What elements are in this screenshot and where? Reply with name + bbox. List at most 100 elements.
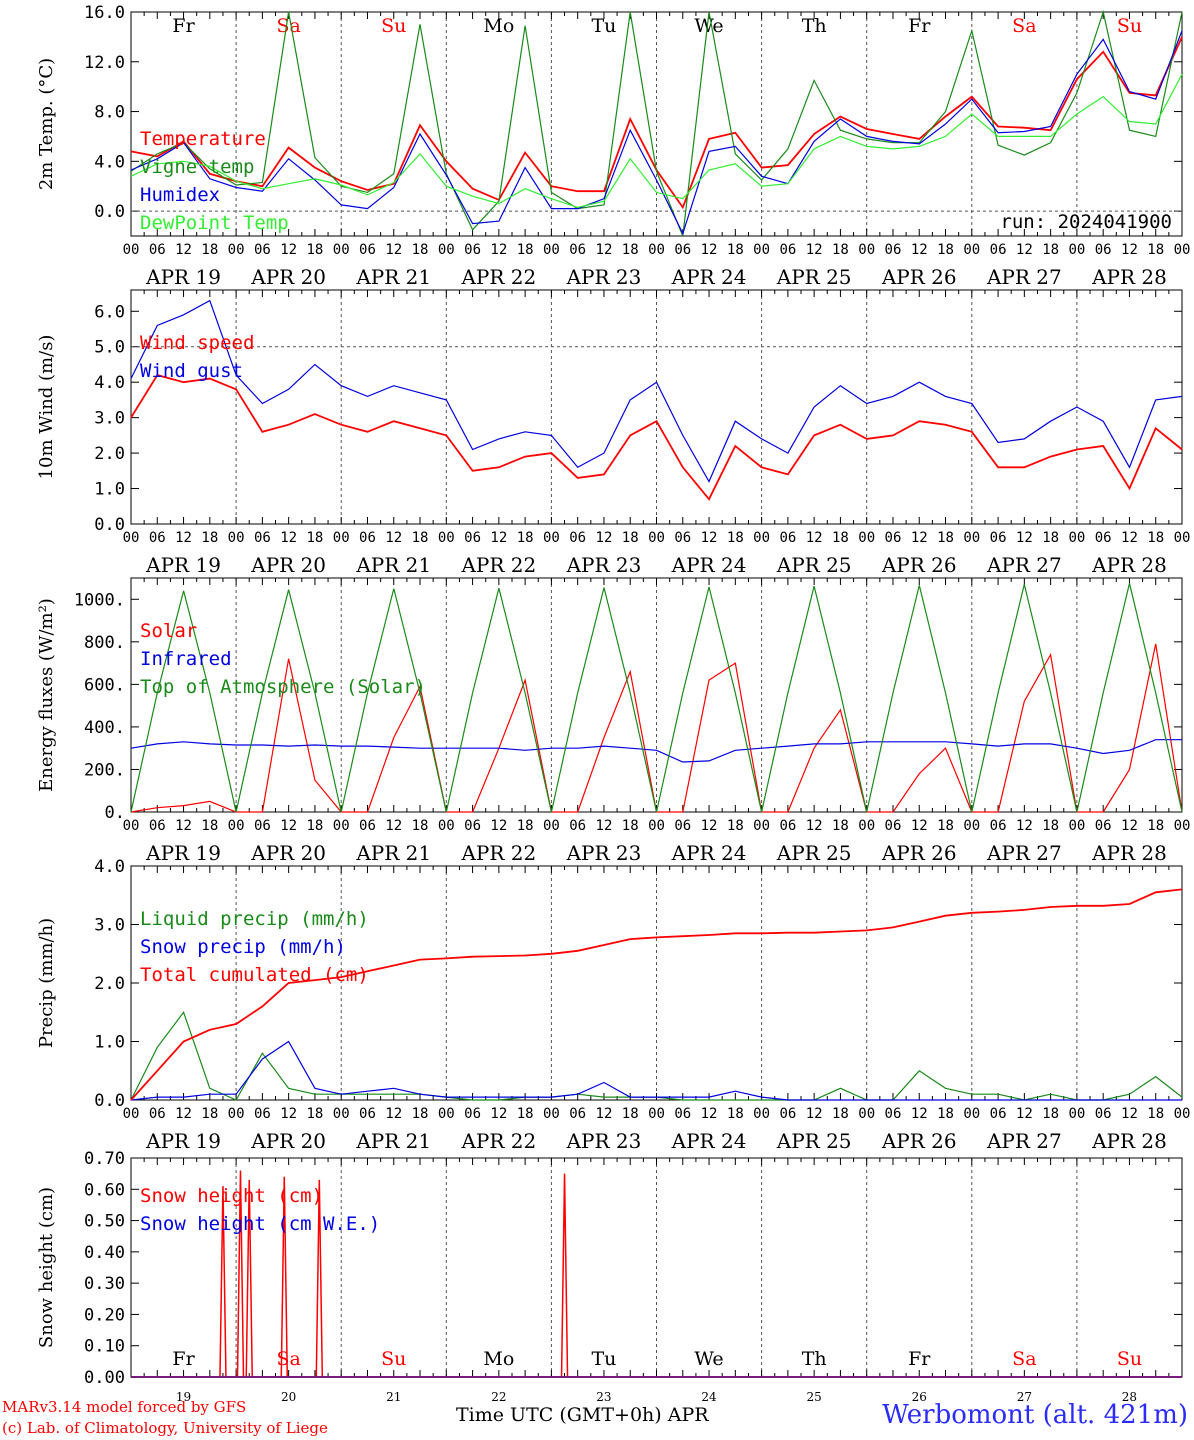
hour-tick-label: 18: [1042, 530, 1059, 546]
y-tick-label: 0.60: [84, 1180, 125, 1200]
hour-tick-label: 12: [175, 530, 192, 546]
day-number-label: 25: [807, 1390, 822, 1404]
hour-tick-label: 12: [175, 242, 192, 258]
hour-tick-label: 06: [149, 818, 166, 834]
hour-tick-label: 18: [517, 530, 534, 546]
weekday-label: Mo: [483, 1348, 514, 1370]
hour-tick-label: 06: [149, 242, 166, 258]
date-label: APR 20: [250, 1129, 326, 1153]
date-label: APR 19: [145, 553, 221, 577]
model-credit: MARv3.14 model forced by GFS: [2, 1398, 247, 1416]
y-axis-label: Energy fluxes (W/m²): [36, 598, 57, 792]
weekday-label: Fr: [172, 1348, 195, 1370]
hour-tick-label: 12: [385, 1106, 402, 1122]
hour-tick-label: 00: [648, 1106, 665, 1122]
day-number-label: 24: [701, 1390, 717, 1404]
date-label: APR 27: [986, 1129, 1062, 1153]
y-tick-label: 3.0: [94, 409, 125, 429]
snow-spike: [315, 1179, 324, 1378]
weekday-label: Sa: [1012, 15, 1036, 37]
hour-tick-label: 18: [727, 530, 744, 546]
date-label: APR 26: [881, 553, 957, 577]
hour-tick-label: 00: [438, 1106, 455, 1122]
day-number-label: 20: [281, 1390, 296, 1404]
hour-tick-label: 12: [806, 818, 823, 834]
hour-tick-label: 12: [175, 1106, 192, 1122]
legend-entry: DewPoint Temp: [140, 212, 289, 234]
hour-tick-label: 12: [701, 530, 718, 546]
y-tick-label: 0.40: [84, 1243, 125, 1263]
hour-tick-label: 00: [648, 818, 665, 834]
hour-tick-label: 12: [1121, 1106, 1138, 1122]
weekday-label: Tu: [591, 15, 616, 37]
date-label: APR 21: [355, 265, 431, 289]
hour-tick-label: 18: [306, 1106, 323, 1122]
hour-tick-label: 12: [701, 1106, 718, 1122]
hour-tick-label: 06: [464, 818, 481, 834]
hour-tick-label: 12: [911, 818, 928, 834]
hour-tick-label: 06: [359, 530, 376, 546]
hour-tick-label: 12: [490, 242, 507, 258]
hour-tick-label: 18: [727, 242, 744, 258]
y-tick-label: 400.: [84, 718, 125, 738]
hour-tick-label: 06: [254, 242, 271, 258]
hour-tick-label: 12: [385, 242, 402, 258]
hour-tick-label: 06: [464, 1106, 481, 1122]
hour-tick-label: 00: [648, 530, 665, 546]
hour-tick-label: 00: [228, 530, 245, 546]
hour-tick-label: 06: [1095, 818, 1112, 834]
hour-tick-label: 06: [359, 818, 376, 834]
hour-tick-label: 06: [359, 1106, 376, 1122]
legend-entry: Snow precip (mm/h): [140, 936, 346, 958]
hour-tick-label: 18: [306, 242, 323, 258]
hour-tick-label: 12: [1016, 1106, 1033, 1122]
day-number-label: 22: [491, 1390, 506, 1404]
y-axis-label: 10m Wind (m/s): [36, 335, 57, 480]
series-line-dewpoint-temp: [130, 73, 1183, 209]
y-tick-label: 1.0: [94, 480, 125, 500]
weekday-label: Su: [1117, 1348, 1142, 1370]
legend-entry: Snow height (cm W.E.): [140, 1213, 380, 1235]
hour-tick-label: 18: [1042, 1106, 1059, 1122]
hour-tick-label: 00: [543, 1106, 560, 1122]
y-tick-label: 0.0: [94, 515, 125, 535]
hour-tick-label: 06: [674, 530, 691, 546]
hour-tick-label: 06: [990, 1106, 1007, 1122]
y-tick-label: 12.0: [84, 53, 125, 73]
hour-tick-label: 00: [648, 242, 665, 258]
hour-tick-label: 00: [123, 818, 140, 834]
hour-tick-label: 00: [438, 818, 455, 834]
hour-tick-label: 12: [701, 818, 718, 834]
panel-energy: 0. 200. 400. 600. 800. 1000. Energy fluxes (W/…: [36, 577, 1190, 865]
hour-tick-label: 18: [937, 818, 954, 834]
y-tick-label: 0.70: [84, 1149, 125, 1169]
hour-tick-label: 06: [779, 818, 796, 834]
hour-tick-label: 12: [385, 818, 402, 834]
y-tick-label: 0.20: [84, 1305, 125, 1325]
hour-tick-label: 06: [464, 530, 481, 546]
hour-tick-label: 06: [569, 1106, 586, 1122]
date-label: APR 28: [1091, 841, 1167, 865]
hour-tick-label: 00: [1068, 1106, 1085, 1122]
y-tick-label: 600.: [84, 675, 125, 695]
series-line-snow-precip-mm-h-: [130, 1040, 1182, 1101]
weekday-label: Fr: [908, 15, 931, 37]
hour-tick-label: 12: [596, 818, 613, 834]
panel-frame: [130, 11, 1183, 237]
date-label: APR 24: [671, 1129, 747, 1153]
hour-tick-label: 18: [517, 242, 534, 258]
hour-tick-label: 18: [727, 818, 744, 834]
date-label: APR 24: [671, 265, 747, 289]
legend-entry: Temperature: [140, 128, 266, 150]
y-tick-label: 800.: [84, 633, 125, 653]
y-axis-label: Precip (mm/h): [36, 918, 57, 1048]
day-number-label: 28: [1122, 1390, 1137, 1404]
day-number-label: 23: [596, 1390, 611, 1404]
date-label: APR 28: [1091, 553, 1167, 577]
date-label: APR 27: [986, 265, 1062, 289]
hour-tick-label: 06: [359, 242, 376, 258]
station-name: Werbomont (alt. 421m): [882, 1400, 1188, 1430]
y-tick-label: 1.0: [94, 1033, 125, 1053]
hour-tick-label: 18: [727, 1106, 744, 1122]
